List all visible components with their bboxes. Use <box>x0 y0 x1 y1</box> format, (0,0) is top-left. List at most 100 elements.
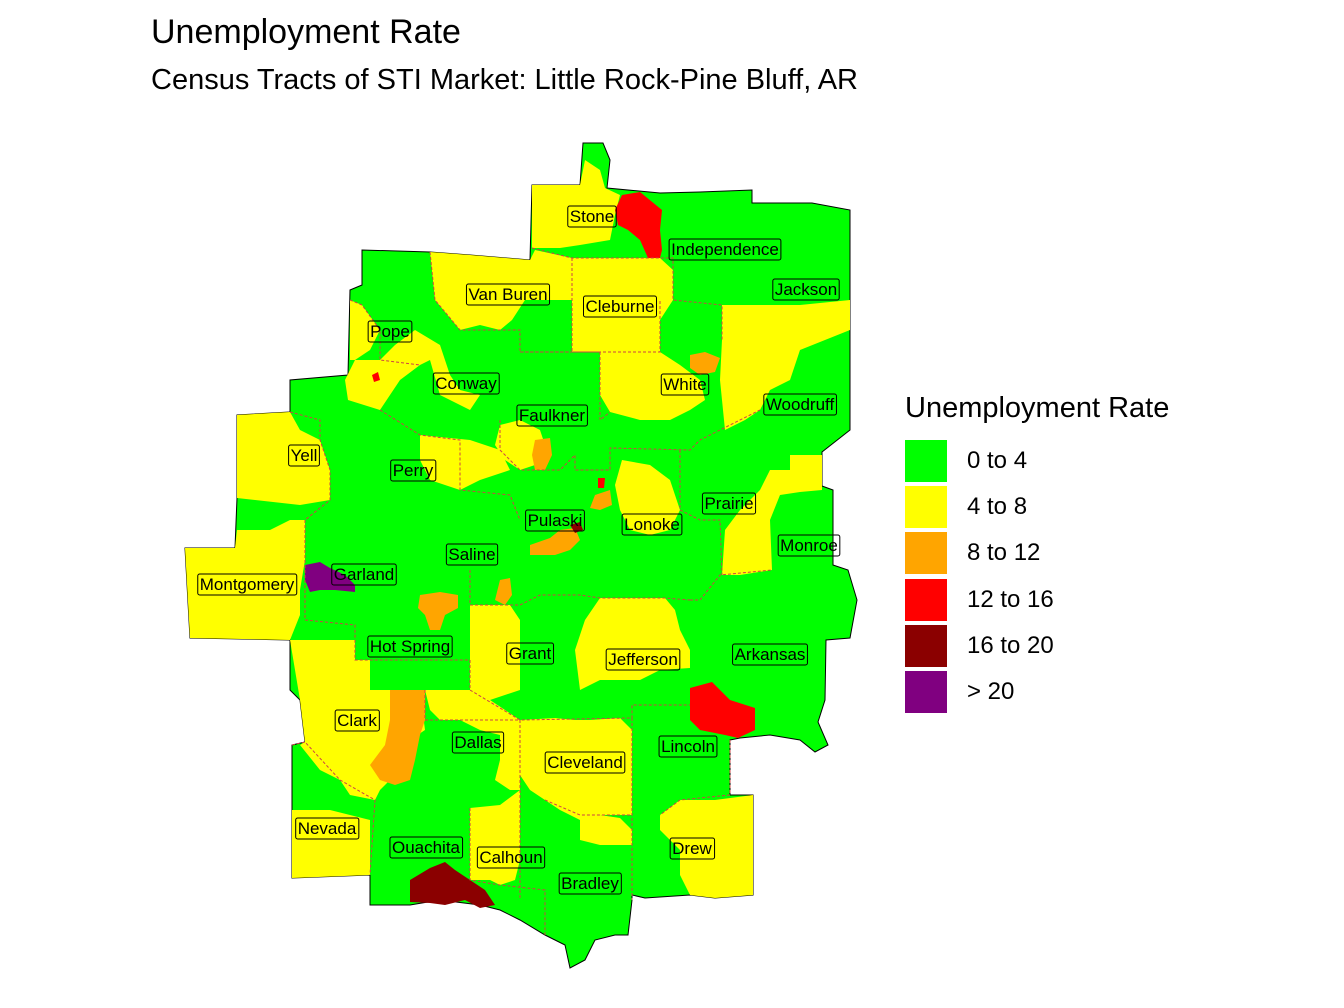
county-label-text: Bradley <box>561 874 619 893</box>
county-label: Prairie <box>701 492 757 515</box>
county-label-box <box>763 393 837 416</box>
county-label-box <box>451 731 505 754</box>
county-label: Independence <box>668 238 782 261</box>
county-label-box <box>476 846 546 869</box>
county-label-box <box>197 573 298 596</box>
county-label-box <box>660 373 710 396</box>
tract-orange <box>370 352 720 785</box>
county-label-box <box>567 205 617 228</box>
county-label-text: White <box>663 375 706 394</box>
county-label-box <box>367 635 453 658</box>
map-title: Unemployment Rate <box>151 13 461 51</box>
county-label: Monroe <box>777 534 841 557</box>
county-label-box <box>583 295 657 318</box>
legend-swatch <box>905 671 947 714</box>
county-label-box <box>389 836 464 859</box>
legend-swatch <box>905 578 947 621</box>
legend-item: 4 to 8 <box>905 484 1169 530</box>
county-label-text: Nevada <box>298 819 357 838</box>
county-label-text: Calhoun <box>479 848 542 867</box>
county-label-text: Stone <box>570 207 614 226</box>
county-label-box <box>772 278 840 301</box>
county-label-text: Pulaski <box>528 511 583 530</box>
county-label-box <box>525 509 585 532</box>
county-label-box <box>334 709 380 732</box>
county-label-text: Saline <box>448 545 495 564</box>
county-label: Hot Spring <box>367 635 453 658</box>
county-label-text: Arkansas <box>735 645 806 664</box>
county-label-box <box>432 372 500 395</box>
county-label: Garland <box>331 563 397 586</box>
county-label: Yell <box>288 444 320 467</box>
county-label: White <box>660 373 710 396</box>
county-label-text: Prairie <box>704 494 753 513</box>
county-label: Dallas <box>451 731 505 754</box>
county-label: Woodruff <box>763 393 837 416</box>
county-label: Van Buren <box>465 283 551 306</box>
county-label-box <box>621 513 683 536</box>
county-label-box <box>390 459 437 482</box>
county-label-text: Garland <box>334 565 394 584</box>
legend-swatch <box>905 440 947 483</box>
county-label-text: Montgomery <box>200 575 295 594</box>
county-label-box <box>331 563 397 586</box>
legend-title: Unemployment Rate <box>905 392 1170 424</box>
county-label-text: Cleveland <box>547 753 623 772</box>
county-label: Stone <box>567 205 617 228</box>
legend: Unemployment Rate 0 to 4 4 to 8 8 to 12 … <box>905 390 1169 715</box>
county-label-text: Lonoke <box>624 515 680 534</box>
county-label: Conway <box>432 372 500 395</box>
county-label-text: Conway <box>435 374 497 393</box>
county-label-box <box>288 444 320 467</box>
county-label: Drew <box>669 837 716 860</box>
county-label: Arkansas <box>732 643 808 666</box>
county-label-box <box>732 643 808 666</box>
county-label: Jackson <box>772 278 840 301</box>
county-label: Calhoun <box>476 846 546 869</box>
tract-fills <box>184 142 858 969</box>
county-label: Faulkner <box>516 404 588 427</box>
county-label-box <box>506 642 555 665</box>
county-label: Montgomery <box>197 573 298 596</box>
county-label: Saline <box>445 543 499 566</box>
county-label-box <box>668 238 782 261</box>
county-label: Bradley <box>558 872 622 895</box>
county-label: Lincoln <box>658 735 718 758</box>
county-label-text: Van Buren <box>468 285 547 304</box>
county-label-text: Hot Spring <box>370 637 450 656</box>
legend-label: 4 to 8 <box>967 493 1028 521</box>
county-label-box <box>544 751 626 774</box>
county-label: Pulaski <box>525 509 585 532</box>
tract-yellow <box>185 160 850 898</box>
legend-item: 12 to 16 <box>905 577 1169 623</box>
county-label-text: Woodruff <box>766 395 835 414</box>
county-label: Cleveland <box>544 751 626 774</box>
county-label-box <box>669 837 716 860</box>
county-label-text: Clark <box>337 711 377 730</box>
county-label: Grant <box>506 642 555 665</box>
legend-label: 12 to 16 <box>967 585 1054 613</box>
county-label-text: Monroe <box>780 536 838 555</box>
county-label: Lonoke <box>621 513 683 536</box>
county-label-box <box>605 648 681 671</box>
legend-item: 8 to 12 <box>905 530 1169 576</box>
county-label-text: Jackson <box>775 280 837 299</box>
county-label: Ouachita <box>389 836 464 859</box>
county-label-box <box>465 283 551 306</box>
county-label-box <box>658 735 718 758</box>
legend-swatch <box>905 624 947 667</box>
legend-item: 0 to 4 <box>905 438 1169 484</box>
county-label: Cleburne <box>583 295 657 318</box>
county-label-box <box>367 320 413 343</box>
county-label-text: Faulkner <box>519 406 585 425</box>
legend-item: 16 to 20 <box>905 623 1169 669</box>
county-label: Nevada <box>295 817 360 840</box>
legend-label: 8 to 12 <box>967 539 1041 567</box>
county-label-text: Jefferson <box>608 650 678 669</box>
legend-label: 16 to 20 <box>967 631 1054 659</box>
county-label-text: Cleburne <box>586 297 655 316</box>
county-label-text: Independence <box>671 240 779 259</box>
legend-item: > 20 <box>905 669 1169 715</box>
legend-swatch <box>905 486 947 529</box>
